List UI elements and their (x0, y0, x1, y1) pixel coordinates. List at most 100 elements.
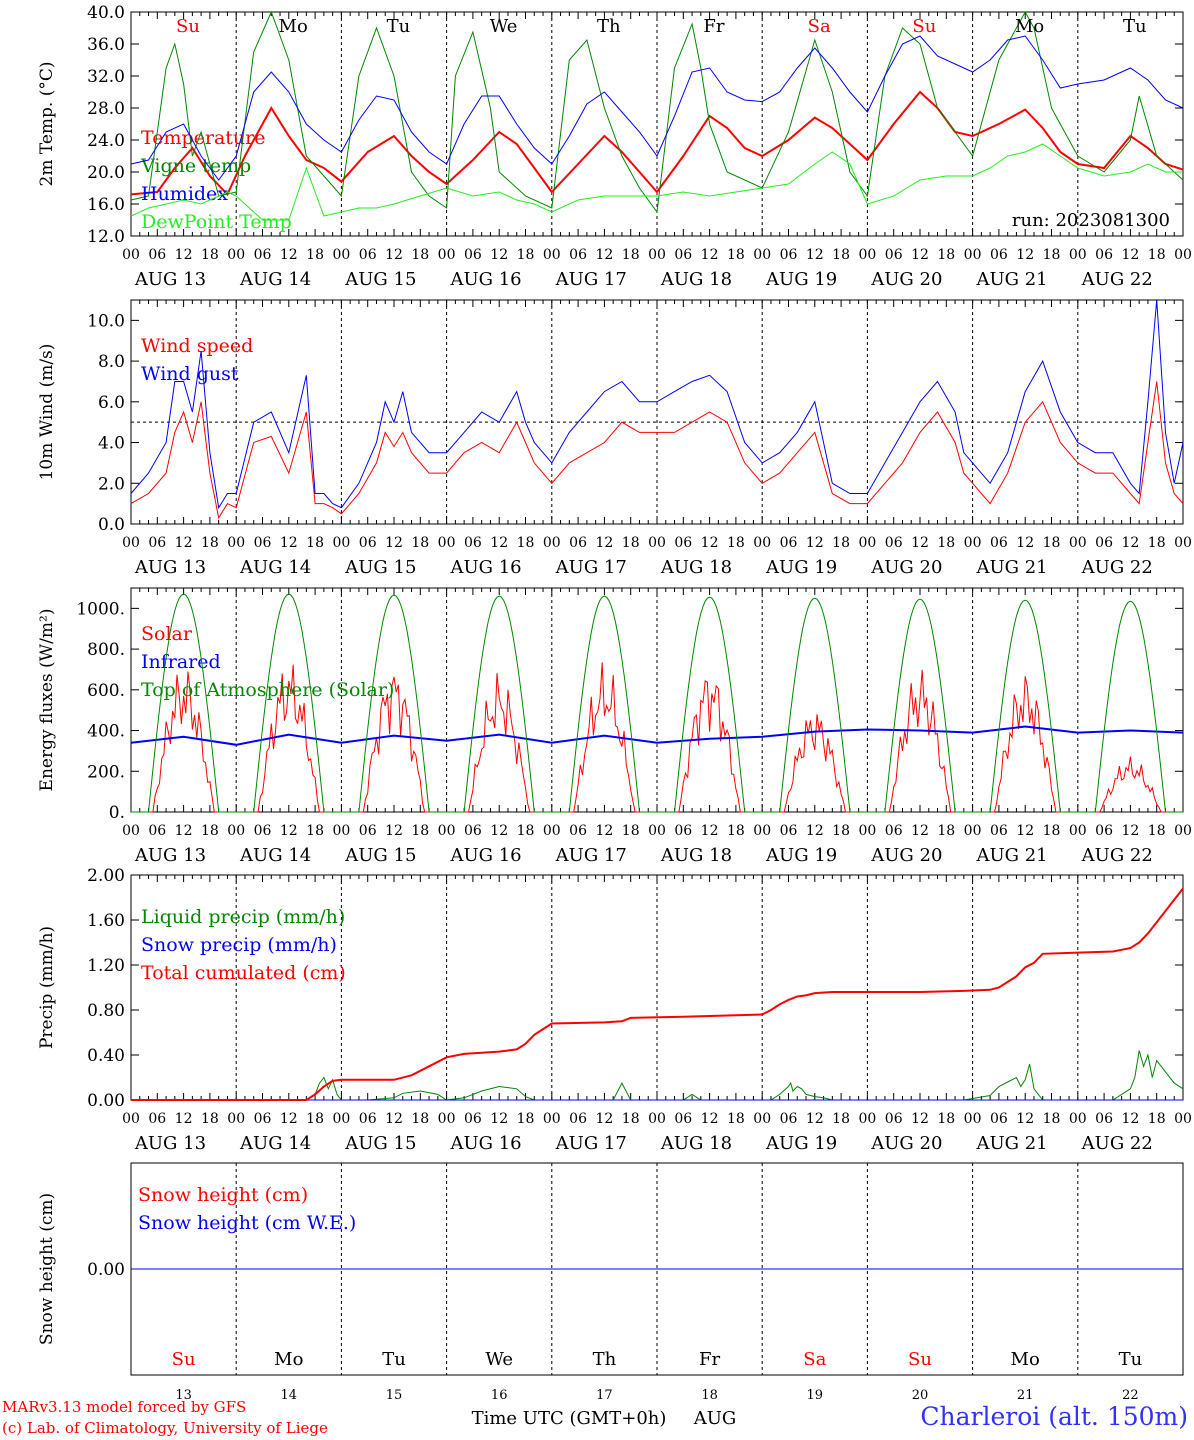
hour-tick-label: 00 (1174, 1111, 1192, 1127)
date-label: AUG 16 (449, 269, 521, 290)
hour-tick-label: 06 (569, 823, 587, 839)
hour-tick-label: 18 (411, 247, 429, 263)
hour-tick-label: 06 (780, 823, 798, 839)
hour-tick-label: 06 (885, 1111, 903, 1127)
series-line-wind-gust (130, 299, 1184, 510)
hour-tick-label: 12 (1121, 535, 1139, 551)
legend-entry: Solar (141, 623, 193, 645)
series-line-top-of-atmosphere-solar- (131, 593, 1183, 813)
hour-tick-label: 18 (622, 823, 640, 839)
hour-tick-label: 00 (964, 1111, 982, 1127)
hour-tick-label: 18 (727, 823, 745, 839)
hour-tick-label: 06 (780, 247, 798, 263)
hour-tick-label: 06 (674, 823, 692, 839)
weekday-label: Su (172, 1349, 196, 1370)
weekday-label: Su (908, 1349, 932, 1370)
legend-entry: DewPoint Temp (141, 211, 292, 233)
hour-tick-label: 12 (490, 1111, 508, 1127)
y-tick-label: 12.0 (87, 227, 125, 247)
panel-frame-temperature (130, 11, 1184, 237)
date-label: AUG 13 (134, 269, 206, 290)
hour-tick-label: 00 (543, 247, 561, 263)
hour-tick-label: 00 (227, 1111, 245, 1127)
date-label: AUG 15 (344, 845, 416, 866)
y-tick-label: 6.0 (98, 393, 125, 413)
hour-tick-label: 18 (1043, 1111, 1061, 1127)
hour-tick-label: 12 (1121, 247, 1139, 263)
hour-tick-label: 06 (148, 247, 166, 263)
legend-entry: Snow precip (mm/h) (141, 934, 337, 956)
hour-tick-label: 06 (780, 535, 798, 551)
hour-tick-label: 18 (727, 535, 745, 551)
hour-tick-label: 00 (1174, 823, 1192, 839)
date-label: AUG 21 (975, 557, 1047, 578)
date-label: AUG 15 (344, 269, 416, 290)
hour-tick-label: 12 (385, 247, 403, 263)
hour-tick-label: 00 (753, 247, 771, 263)
y-tick-label: 0.00 (87, 1260, 125, 1280)
hour-tick-label: 06 (254, 247, 272, 263)
hour-tick-label: 06 (885, 535, 903, 551)
weekday-label: Tu (382, 1349, 406, 1370)
series-line-wind-speed (130, 381, 1184, 520)
y-tick-label: 40.0 (87, 3, 125, 23)
date-label: AUG 21 (975, 1133, 1047, 1154)
y-tick-label: 0.40 (87, 1046, 125, 1066)
hour-tick-label: 00 (332, 1111, 350, 1127)
y-tick-label: 2.00 (87, 866, 125, 886)
hour-tick-label: 06 (148, 823, 166, 839)
y-tick-label: 600. (87, 681, 125, 701)
hour-tick-label: 18 (832, 1111, 850, 1127)
hour-tick-label: 12 (595, 823, 613, 839)
date-label: AUG 14 (239, 269, 311, 290)
day-number-label: 17 (596, 1388, 613, 1403)
y-tick-label: 800. (87, 640, 125, 660)
hour-tick-label: 18 (937, 247, 955, 263)
hour-tick-label: 00 (122, 247, 140, 263)
y-axis-label: Precip (mm/h) (37, 926, 57, 1049)
series-line-temperature (130, 90, 1184, 197)
date-label: AUG 15 (344, 557, 416, 578)
legend-entry: Liquid precip (mm/h) (141, 906, 345, 928)
location-title: Charleroi (alt. 150m) (920, 1402, 1188, 1431)
hour-tick-label: 18 (727, 247, 745, 263)
hour-tick-label: 00 (648, 823, 666, 839)
hour-tick-label: 06 (359, 823, 377, 839)
hour-tick-label: 00 (858, 247, 876, 263)
date-label: AUG 22 (1081, 1133, 1153, 1154)
date-label: AUG 18 (660, 557, 732, 578)
legend-entry: Vigne temp (140, 155, 251, 177)
legend-entry: Snow height (cm W.E.) (138, 1212, 356, 1234)
y-tick-label: 4.0 (98, 434, 125, 454)
weekday-label: Sa (803, 1349, 826, 1370)
y-tick-label: 0. (109, 803, 125, 823)
day-number-label: 19 (807, 1388, 824, 1403)
hour-tick-label: 18 (622, 535, 640, 551)
hour-tick-label: 18 (937, 1111, 955, 1127)
hour-tick-label: 06 (990, 535, 1008, 551)
hour-tick-label: 06 (148, 1111, 166, 1127)
weekday-label: Tu (387, 16, 411, 37)
weekday-label: Mo (1011, 1349, 1040, 1370)
legend-entry: Top of Atmosphere (Solar) (141, 679, 394, 701)
hour-tick-label: 00 (438, 1111, 456, 1127)
hour-tick-label: 12 (1121, 823, 1139, 839)
hour-tick-label: 12 (280, 535, 298, 551)
hour-tick-label: 18 (517, 1111, 535, 1127)
y-axis-label: Energy fluxes (W/m²) (37, 609, 57, 792)
y-tick-label: 20.0 (87, 163, 125, 183)
weekday-label: We (490, 16, 518, 37)
weekday-label: Su (176, 16, 200, 37)
hour-tick-label: 12 (385, 823, 403, 839)
hour-tick-label: 00 (1069, 247, 1087, 263)
day-number-label: 18 (701, 1388, 718, 1403)
series-line-infrared (130, 725, 1184, 746)
date-label: AUG 13 (134, 557, 206, 578)
date-label: AUG 19 (765, 557, 837, 578)
hour-tick-label: 12 (280, 823, 298, 839)
weekday-label: Th (593, 1349, 617, 1370)
hour-tick-label: 12 (1016, 247, 1034, 263)
hour-tick-label: 00 (858, 1111, 876, 1127)
hour-tick-label: 18 (201, 823, 219, 839)
hour-tick-label: 12 (490, 535, 508, 551)
